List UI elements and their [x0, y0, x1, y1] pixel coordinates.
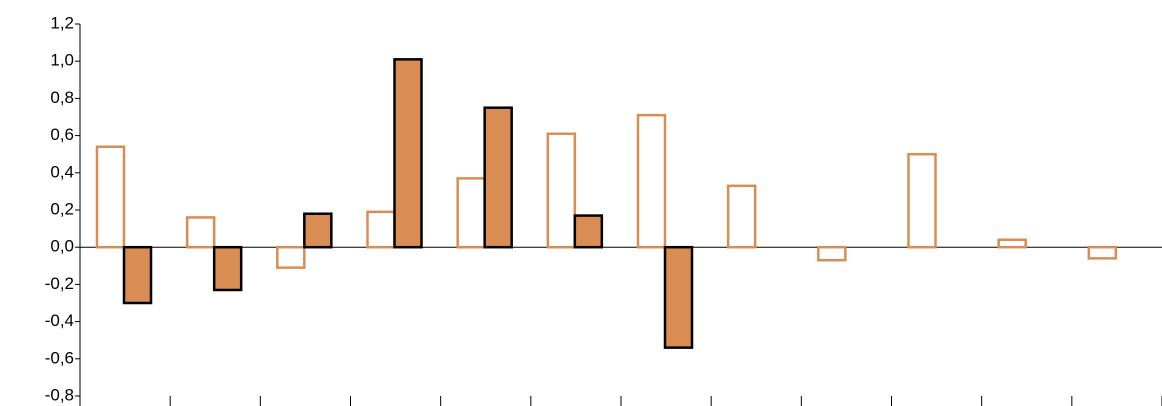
bar: [303, 212, 333, 249]
y-tick-label: -0,2: [45, 274, 74, 293]
bar: [366, 210, 396, 249]
bar: [907, 152, 937, 249]
y-tick-label: 1,0: [50, 51, 74, 70]
bar: [483, 106, 513, 249]
y-tick-label: -0,6: [45, 348, 74, 367]
bar: [546, 132, 577, 249]
y-tick-label: 0,2: [50, 199, 74, 218]
y-tick-label: 0,0: [50, 237, 74, 256]
y-tick-label: 0,6: [50, 125, 74, 144]
bar: [817, 245, 847, 262]
bar: [573, 214, 604, 249]
bar: [95, 145, 126, 249]
y-tick-label: -0,4: [45, 311, 74, 330]
y-tick-label: 0,4: [50, 162, 74, 181]
bar: [1087, 245, 1118, 260]
bar: [456, 177, 486, 249]
bar: [185, 216, 216, 249]
bar: [663, 245, 694, 349]
bar: [726, 184, 757, 249]
bar: [393, 58, 423, 249]
y-tick-label: -0,8: [45, 385, 74, 404]
bar: [636, 113, 667, 249]
bar: [276, 245, 306, 269]
bar: [122, 245, 153, 305]
y-tick-label: 0,8: [50, 88, 74, 107]
bar: [997, 238, 1027, 249]
bar: [212, 245, 243, 292]
y-tick-label: 1,2: [50, 13, 74, 32]
